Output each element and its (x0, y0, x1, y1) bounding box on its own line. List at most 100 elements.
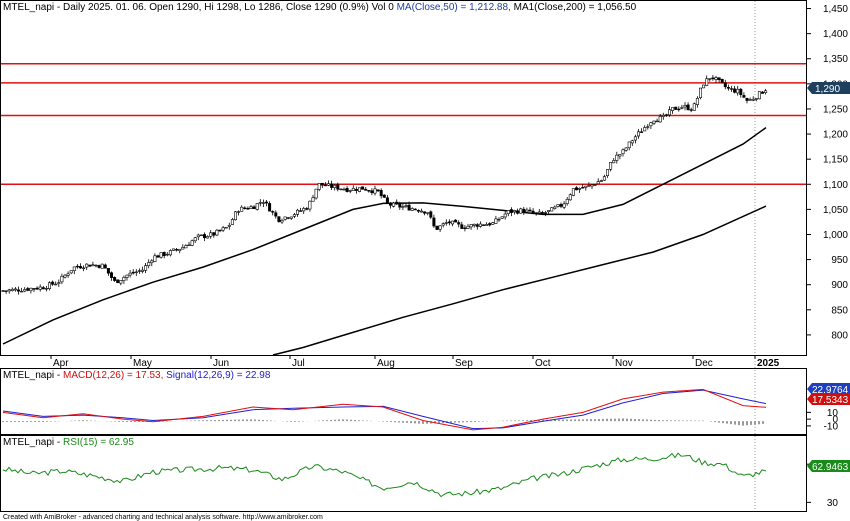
candle (593, 183, 597, 187)
candle (534, 212, 538, 216)
candle (528, 207, 532, 212)
candle (618, 153, 622, 160)
candle (624, 147, 628, 152)
candle (261, 199, 265, 207)
x-tick-label: Dec (695, 358, 713, 369)
y-tick-label: 1,200 (823, 130, 848, 141)
candle (609, 162, 613, 172)
candle (385, 194, 389, 204)
candle (289, 216, 293, 220)
candle (190, 239, 194, 247)
candle (367, 190, 371, 193)
candle (454, 219, 458, 223)
candle (571, 188, 575, 197)
macd-line (2, 388, 767, 431)
candle (122, 275, 126, 284)
candle (472, 223, 476, 228)
y-tick-label: 1,350 (823, 54, 848, 65)
candle (441, 222, 445, 228)
candle (584, 185, 588, 191)
rsi-indicator: 3070 (2, 452, 838, 509)
candle (599, 179, 603, 183)
candle (475, 223, 479, 230)
candle (339, 188, 343, 191)
rsi-header: MTEL_napi - RSI(15) = 62.95 (3, 437, 134, 448)
candle (246, 206, 250, 210)
candle (633, 134, 637, 144)
candle (733, 86, 737, 94)
candle (82, 265, 86, 272)
candle (345, 186, 349, 193)
rsi-badge: 62.9463 (807, 460, 850, 473)
candle (100, 263, 104, 269)
candle (131, 269, 135, 275)
candle (568, 193, 572, 201)
candle (596, 178, 600, 185)
candle (286, 217, 290, 220)
candle (7, 288, 11, 294)
candle (20, 287, 24, 293)
candle (128, 269, 132, 278)
candle (181, 244, 185, 250)
candle (466, 223, 470, 229)
candle (667, 106, 671, 117)
candle (646, 124, 650, 130)
candle (556, 204, 560, 208)
y-tick-label: 1,050 (823, 205, 848, 216)
candle (512, 209, 516, 215)
candle (79, 263, 83, 269)
candle (739, 87, 743, 98)
macd-badge: 17.5343 (807, 393, 850, 406)
candle (531, 208, 535, 214)
price-header: MTEL_napi - Daily 2025. 01. 06. Open 129… (3, 2, 637, 13)
candle (63, 273, 67, 279)
price-badge: 1,290 (807, 82, 850, 95)
x-tick-label: 2025 (757, 358, 780, 369)
candle (540, 210, 544, 214)
candle (547, 210, 551, 215)
candle (1, 290, 5, 292)
candle (550, 207, 554, 212)
candle (283, 216, 287, 221)
candle (305, 206, 309, 211)
candle (141, 266, 145, 274)
candle (144, 262, 148, 274)
x-tick-label: Aug (377, 358, 395, 369)
price-panel-frame (0, 0, 807, 356)
ma50-line (2, 126, 767, 345)
candle (522, 206, 526, 215)
candle (630, 139, 634, 146)
candle (308, 200, 312, 212)
candle (320, 182, 324, 189)
candle (323, 182, 327, 187)
candle (175, 247, 179, 252)
candle (60, 273, 64, 285)
candle (218, 229, 222, 233)
candle (736, 85, 740, 96)
candle (494, 215, 498, 224)
candle (500, 216, 504, 220)
candle (698, 87, 702, 100)
candle (615, 151, 619, 164)
candle (199, 234, 203, 237)
candle (435, 225, 439, 231)
candle (602, 174, 606, 181)
candle (717, 77, 721, 83)
x-tick-label: Jul (292, 358, 305, 369)
candle (258, 199, 262, 207)
candle (485, 222, 489, 226)
candle (652, 120, 656, 126)
x-tick-label: Sep (455, 358, 473, 369)
candle (640, 128, 644, 133)
moving-average-lines (2, 126, 767, 356)
candle (562, 201, 566, 210)
candle (227, 222, 231, 230)
candle (103, 263, 107, 269)
candle (97, 264, 101, 269)
candle (565, 196, 569, 206)
candle (497, 217, 501, 222)
y-tick-label: 800 (831, 330, 848, 341)
candle (680, 104, 684, 110)
candle (206, 235, 210, 239)
